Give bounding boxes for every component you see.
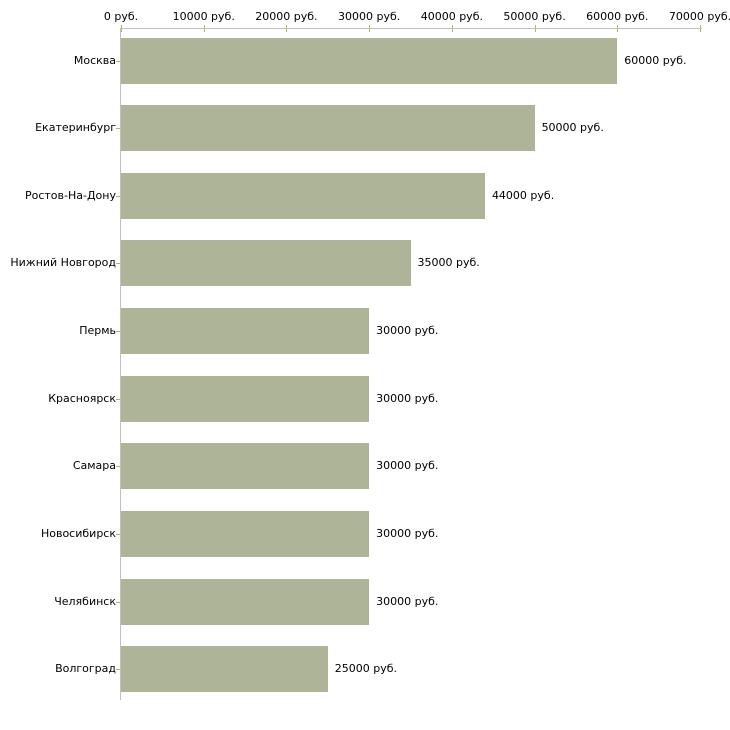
category-label: Екатеринбург: [35, 121, 116, 135]
value-label: 60000 руб.: [624, 53, 687, 67]
bar: [121, 578, 370, 625]
category-label: Пермь: [79, 324, 116, 338]
bar: [121, 308, 370, 355]
value-label: 30000 руб.: [376, 459, 439, 473]
category-label: Нижний Новгород: [10, 256, 116, 270]
bar: [121, 37, 618, 84]
value-label: 30000 руб.: [376, 324, 439, 338]
y-axis-tick-mark: [116, 669, 120, 670]
y-axis-tick-mark: [116, 263, 120, 264]
x-axis-tick-label: 70000 руб.: [668, 10, 730, 23]
bar: [121, 511, 370, 558]
bar: [121, 240, 411, 287]
value-label: 30000 руб.: [376, 391, 439, 405]
y-axis-tick-mark: [116, 61, 120, 62]
value-label: 30000 руб.: [376, 527, 439, 541]
y-axis-tick-mark: [116, 196, 120, 197]
y-axis-tick-mark: [116, 534, 120, 535]
value-label: 30000 руб.: [376, 594, 439, 608]
category-label: Ростов-На-Дону: [24, 188, 116, 202]
category-label: Новосибирск: [40, 527, 116, 541]
bar: [121, 443, 370, 490]
y-axis-tick-mark: [116, 602, 120, 603]
category-label: Красноярск: [48, 391, 116, 405]
bar: [121, 172, 485, 219]
y-axis-tick-mark: [116, 128, 120, 129]
x-axis-tick-label: 50000 руб.: [503, 10, 566, 23]
x-axis-tick-label: 10000 руб.: [172, 10, 235, 23]
y-axis-tick-mark: [116, 399, 120, 400]
value-label: 44000 руб.: [491, 188, 555, 202]
x-axis-tick-label: 30000 руб.: [338, 10, 401, 23]
x-axis-tick-label: 40000 руб.: [420, 10, 483, 23]
value-label: 25000 руб.: [334, 662, 398, 676]
y-axis-line: [120, 28, 121, 700]
category-label: Волгоград: [55, 662, 116, 676]
category-label: Самара: [72, 459, 116, 473]
bar: [121, 646, 328, 693]
y-axis-tick-mark: [116, 331, 120, 332]
value-label: 50000 руб.: [541, 121, 604, 135]
y-axis-tick-mark: [116, 466, 120, 467]
bar: [121, 105, 535, 152]
value-label: 35000 руб.: [417, 256, 480, 270]
x-axis-tick-label: 60000 руб.: [586, 10, 649, 23]
category-label: Москва: [73, 53, 116, 67]
x-axis-tick-label: 0 руб.: [103, 10, 139, 23]
x-axis-line: [120, 28, 702, 29]
x-axis-tick-label: 20000 руб.: [255, 10, 318, 23]
bar: [121, 375, 370, 422]
category-label: Челябинск: [54, 594, 116, 608]
